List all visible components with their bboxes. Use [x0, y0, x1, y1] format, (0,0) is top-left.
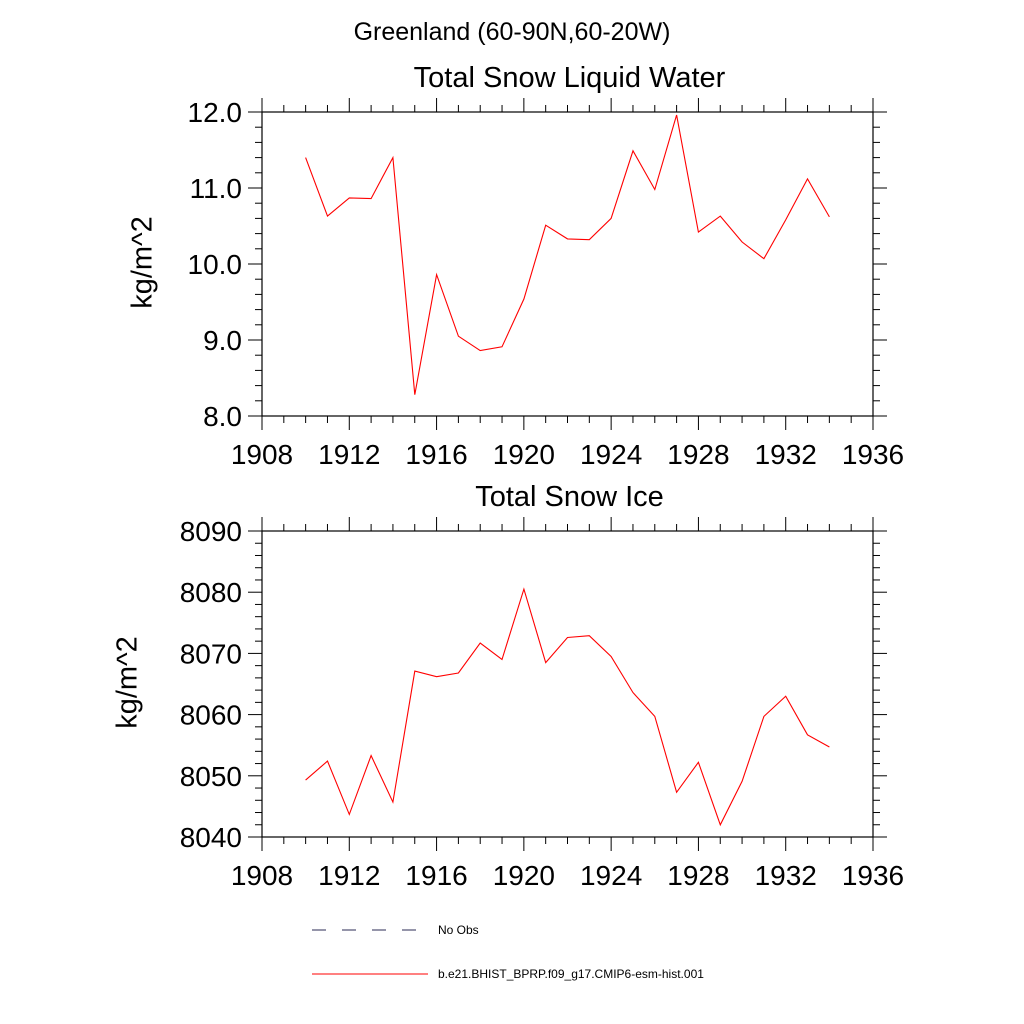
legend-label-model: b.e21.BHIST_BPRP.f09_g17.CMIP6-esm-hist.…	[438, 967, 704, 981]
x-tick-label-1932: 1932	[755, 439, 817, 470]
figure-title: Greenland (60-90N,60-20W)	[353, 18, 671, 46]
y-tick-label-8070: 8070	[180, 638, 242, 669]
panel-2-frame	[261, 530, 874, 838]
y-tick-label-8.0: 8.0	[203, 401, 242, 432]
panel-2-title: Total Snow Ice	[475, 481, 664, 513]
x-tick-label-1908: 1908	[231, 439, 293, 470]
y-tick-label-8090: 8090	[180, 516, 242, 547]
panel-1-title: Total Snow Liquid Water	[413, 62, 726, 94]
x-tick-label-1928: 1928	[667, 439, 729, 470]
y-tick-label-11.0: 11.0	[190, 173, 242, 204]
x-tick-label-1912: 1912	[318, 439, 380, 470]
y-tick-label-8080: 8080	[180, 577, 242, 608]
x-tick-label-1920: 1920	[493, 439, 555, 470]
y-tick-label-12.0: 12.0	[188, 97, 243, 128]
y-tick-label-10.0: 10.0	[188, 249, 243, 280]
panel-1-frame	[261, 111, 874, 417]
x-tick-label-1928: 1928	[667, 860, 729, 891]
x-tick-label-1936: 1936	[842, 439, 904, 470]
x-tick-label-1936: 1936	[842, 860, 904, 891]
x-tick-label-1908: 1908	[231, 860, 293, 891]
x-tick-label-1924: 1924	[580, 439, 642, 470]
y-tick-label-8040: 8040	[180, 822, 242, 853]
x-tick-label-1912: 1912	[318, 860, 380, 891]
x-tick-label-1932: 1932	[755, 860, 817, 891]
y-tick-label-8050: 8050	[180, 761, 242, 792]
panel-1-series-line	[305, 114, 830, 395]
x-tick-label-1916: 1916	[405, 860, 467, 891]
panel-2-series-line	[305, 587, 830, 827]
legend-label-no-obs: No Obs	[438, 923, 479, 937]
y-tick-label-9.0: 9.0	[203, 325, 242, 356]
y-tick-label-8060: 8060	[180, 700, 242, 731]
x-tick-label-1924: 1924	[580, 860, 642, 891]
x-tick-label-1916: 1916	[405, 439, 467, 470]
x-tick-label-1920: 1920	[493, 860, 555, 891]
